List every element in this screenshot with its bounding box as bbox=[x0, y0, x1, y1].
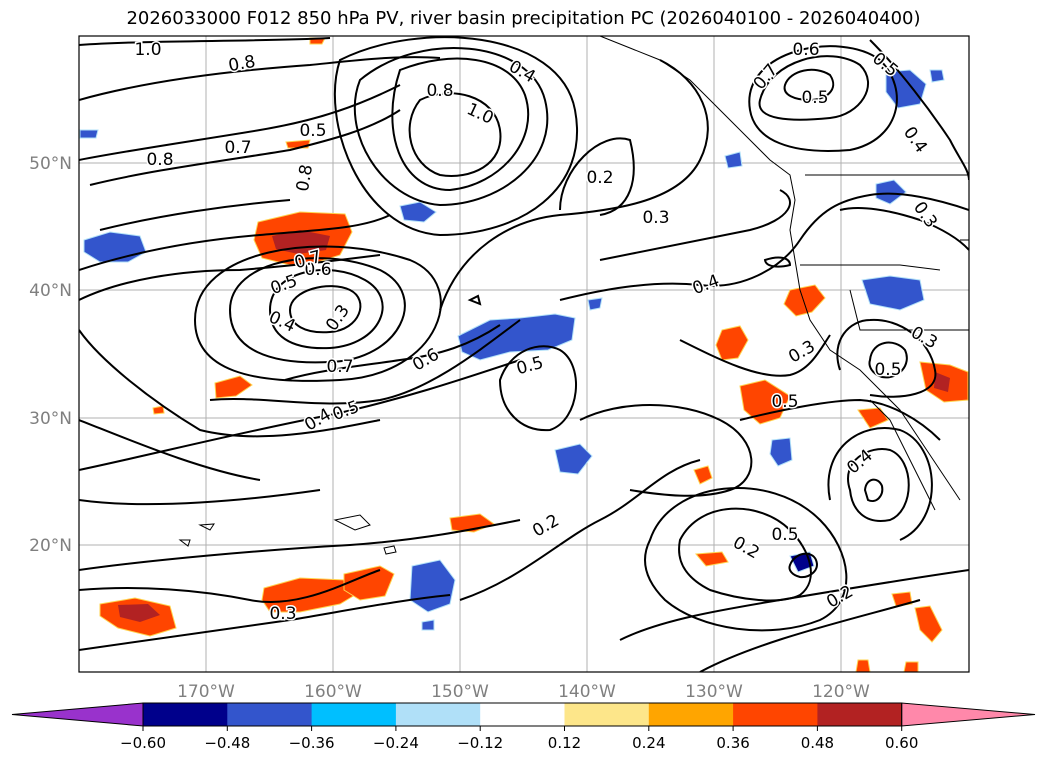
lon-label-140w: 140°W bbox=[558, 682, 616, 702]
colorbar-segment bbox=[817, 703, 903, 726]
map-area bbox=[79, 36, 969, 672]
colorbar-tick-label: 0.36 bbox=[716, 734, 749, 752]
contour-label: 0.5 bbox=[771, 392, 798, 412]
lat-label-40n: 40°N bbox=[29, 281, 72, 301]
map-frame bbox=[78, 35, 970, 673]
lon-label-120w: 120°W bbox=[812, 682, 870, 702]
lat-label-30n: 30°N bbox=[29, 409, 72, 429]
negative-anomaly-regions bbox=[79, 69, 945, 631]
colorbar-tick-label: 0.24 bbox=[632, 734, 665, 752]
colorbar-segment bbox=[733, 703, 818, 726]
longitude-labels: 170°W 160°W 150°W 140°W 130°W 120°W bbox=[177, 682, 870, 702]
contour-label: 0.8 bbox=[426, 81, 453, 101]
coastlines bbox=[178, 36, 969, 555]
colorbar-segment bbox=[227, 703, 313, 726]
lon-label-160w: 160°W bbox=[304, 682, 362, 702]
colorbar-segment bbox=[311, 703, 397, 726]
contour-label: 0.3 bbox=[269, 604, 296, 624]
contour-label: 0.5 bbox=[299, 121, 326, 141]
contour-label: 1.0 bbox=[134, 40, 161, 60]
contour-label: 0.6 bbox=[304, 260, 331, 280]
colorbar-tick-label: −0.48 bbox=[204, 734, 250, 752]
colorbar-segment bbox=[648, 703, 734, 726]
colorbar-tick-labels: −0.60 −0.48 −0.36 −0.24 −0.12 0.12 0.24 0.36 0.4… bbox=[120, 726, 918, 752]
contour-label: 0.8 bbox=[227, 52, 257, 76]
colorbar-extend-low bbox=[11, 702, 144, 727]
lon-label-150w: 150°W bbox=[431, 682, 489, 702]
lat-label-20n: 20°N bbox=[29, 536, 72, 556]
lon-label-130w: 130°W bbox=[685, 682, 743, 702]
colorbar-extend-high bbox=[901, 702, 1036, 727]
map-title: 2026033000 F012 850 hPa PV, river basin … bbox=[126, 8, 921, 29]
precip-shading bbox=[79, 37, 969, 672]
lat-label-50n: 50°N bbox=[29, 154, 72, 174]
colorbar-segment bbox=[395, 703, 481, 726]
colorbar-segment bbox=[480, 703, 565, 726]
colorbar-tick-label: −0.60 bbox=[120, 734, 166, 752]
contour-label: 0.5 bbox=[801, 88, 828, 108]
contour-label: 0.3 bbox=[642, 208, 669, 228]
colorbar-segment bbox=[564, 703, 650, 726]
gridlines bbox=[79, 36, 969, 672]
contour-label: 0.2 bbox=[586, 168, 613, 188]
pv-contours bbox=[79, 36, 969, 672]
colorbar-tick-label: −0.24 bbox=[373, 734, 419, 752]
lon-label-170w: 170°W bbox=[177, 682, 235, 702]
colorbar-segment bbox=[143, 703, 228, 726]
contour-label: 0.7 bbox=[326, 357, 353, 377]
colorbar-tick-label: −0.36 bbox=[289, 734, 335, 752]
colorbar-tick-label: 0.60 bbox=[885, 734, 918, 752]
colorbar-tick-label: −0.12 bbox=[457, 734, 503, 752]
colorbar-tick-label: 0.48 bbox=[801, 734, 834, 752]
colorbar-outline bbox=[142, 702, 903, 727]
contour-label: 0.8 bbox=[146, 150, 173, 170]
colorbar bbox=[11, 702, 1036, 727]
contour-label: 0.5 bbox=[874, 360, 901, 380]
positive-anomaly-regions bbox=[99, 37, 969, 672]
contour-label: 0.7 bbox=[224, 138, 251, 158]
contour-label: 0.6 bbox=[792, 40, 819, 60]
latitude-labels: 50°N 40°N 30°N 20°N bbox=[29, 154, 72, 556]
contour-label: 0.5 bbox=[771, 525, 798, 545]
colorbar-tick-label: 0.12 bbox=[548, 734, 581, 752]
